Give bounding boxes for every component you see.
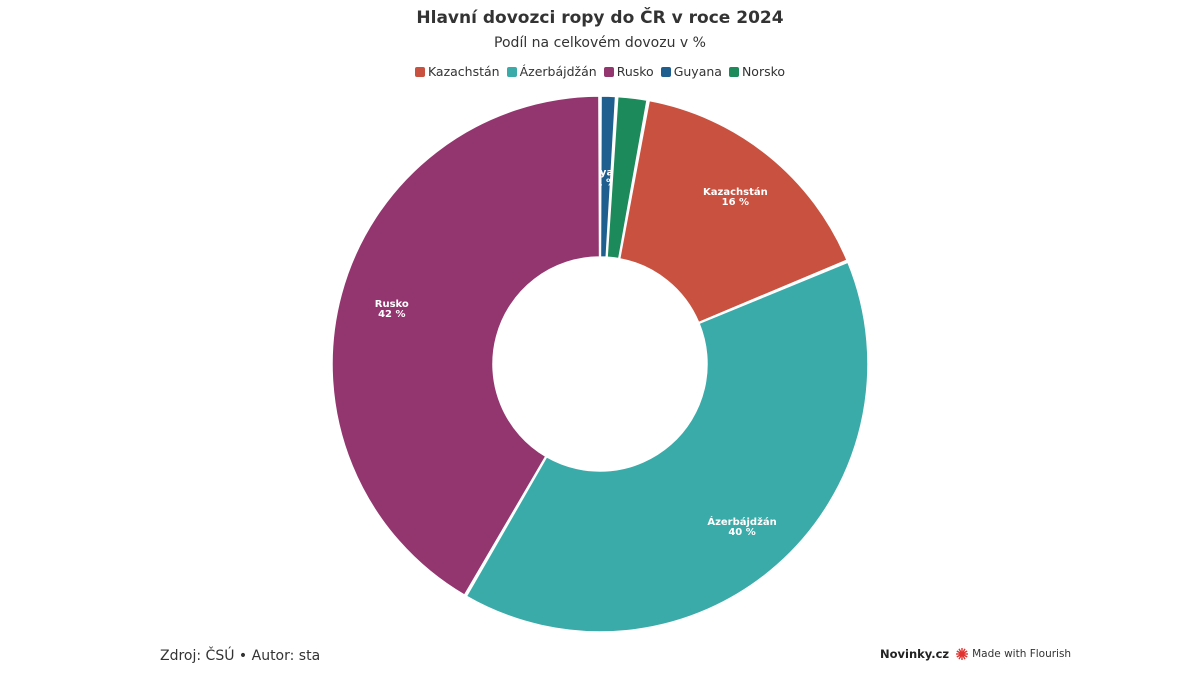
flourish-credit-label: Made with Flourish xyxy=(972,648,1072,660)
legend-label: Guyana xyxy=(673,64,722,79)
legend-swatch xyxy=(414,66,425,77)
legend: Kazachstán Ázerbájdžán Rusko Guyana Norsko xyxy=(0,64,1200,79)
legend-label: Rusko xyxy=(616,64,654,79)
brand-logo[interactable]: Novinky.cz xyxy=(880,647,950,661)
legend-swatch xyxy=(728,66,739,77)
footer-branding: Novinky.cz Made with Flourish xyxy=(880,647,1071,661)
legend-swatch xyxy=(506,66,517,77)
slice-ázerbájdžán[interactable] xyxy=(465,261,869,633)
legend-label: Kazachstán xyxy=(427,64,500,79)
legend-item-2[interactable]: Rusko xyxy=(603,64,654,79)
slice-guyana[interactable] xyxy=(599,95,617,258)
flourish-icon xyxy=(956,648,969,660)
legend-swatch xyxy=(603,66,614,77)
legend-item-4[interactable]: Norsko xyxy=(728,64,786,79)
legend-swatch xyxy=(660,66,671,77)
chart-subtitle: Podíl na celkovém dovozu v % xyxy=(494,35,706,51)
slice-label-kazachstán: Kazachstán 16 % xyxy=(703,186,768,208)
legend-label: Ázerbájdžán xyxy=(519,64,597,79)
legend-item-0[interactable]: Kazachstán xyxy=(414,64,500,79)
flourish-credit[interactable]: Made with Flourish xyxy=(955,647,1071,661)
slice-label-guyana: Guyana 1 % xyxy=(585,168,627,189)
slice-label-rusko: Rusko 42 % xyxy=(375,299,409,320)
slice-rusko[interactable] xyxy=(331,95,601,597)
legend-label: Norsko xyxy=(741,64,786,79)
slice-kazachstán[interactable] xyxy=(618,99,849,324)
legend-item-3[interactable]: Guyana xyxy=(660,64,722,79)
slice-norsko[interactable] xyxy=(606,95,648,260)
source-credit: Zdroj: ČSÚ • Autor: sta xyxy=(160,648,321,664)
slice-label-ázerbájdžán: Ázerbájdžán 40 % xyxy=(707,515,776,538)
chart-title: Hlavní dovozci ropy do ČR v roce 2024 xyxy=(416,8,784,28)
legend-item-1[interactable]: Ázerbájdžán xyxy=(506,64,597,79)
